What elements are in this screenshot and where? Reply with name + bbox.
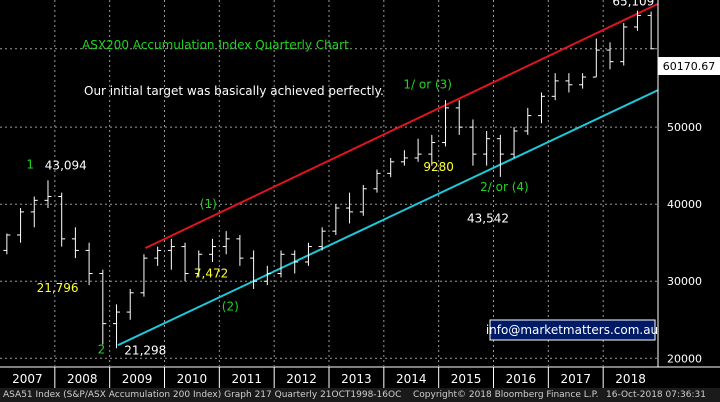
axes: 20000 30000 40000 50000 2007 2008 2009 2010 2011… (0, 0, 720, 388)
ohlc-bar (17, 208, 25, 243)
chart: 65,109 1 43,094 21,796 2 21,298 (1) 7,472 (2) 1/ … (0, 0, 720, 388)
x-tick-label: 2010 (177, 372, 208, 386)
x-tick-label: 2007 (12, 372, 43, 386)
price-bars (3, 10, 655, 349)
annotation-label: (2) (222, 300, 239, 314)
annotation-label: 9280 (423, 160, 454, 174)
ohlc-bar (496, 134, 504, 177)
ohlc-bar (195, 250, 203, 278)
website-box: info@marketmatters.com.au (486, 319, 658, 341)
ohlc-bar (208, 238, 216, 262)
ohlc-bar (332, 204, 340, 236)
x-tick-label: 2015 (451, 372, 482, 386)
footer-timestamp: 16-Oct-2018 07:36:31 (606, 390, 706, 400)
y-tick-label: 30000 (667, 275, 702, 288)
x-tick-label: 2018 (615, 372, 646, 386)
ohlc-bar (359, 184, 367, 216)
annotation-label: (1) (200, 197, 217, 211)
x-tick-label: 2012 (286, 372, 317, 386)
chart-subtitle: Our initial target was basically achieve… (84, 84, 384, 98)
ohlc-bar (537, 92, 545, 124)
ohlc-bar (647, 11, 655, 50)
ohlc-bar (483, 130, 491, 166)
annotation-label: 1/ or (3) (403, 78, 452, 92)
ohlc-bar (606, 42, 614, 70)
ohlc-bar (154, 246, 162, 266)
annotation-label: 21,298 (124, 343, 166, 357)
x-tick-label: 2016 (506, 372, 537, 386)
ohlc-bar (579, 73, 587, 89)
ohlc-bar (510, 127, 518, 158)
ohlc-bar (373, 169, 381, 193)
ohlc-bar (551, 73, 559, 101)
ohlc-bar (250, 250, 258, 289)
ohlc-bar (633, 10, 641, 31)
annotation-label: 43,542 (467, 212, 509, 226)
ohlc-bar (318, 227, 326, 251)
ohlc-bar (304, 242, 312, 266)
ohlc-bar (592, 38, 600, 78)
ohlc-bar (428, 134, 436, 166)
ohlc-bar (222, 231, 230, 255)
ohlc-bar (140, 254, 148, 297)
ohlc-bar (346, 192, 354, 224)
x-tick-label: 2014 (396, 372, 427, 386)
ohlc-bar (3, 233, 11, 255)
ohlc-bar (620, 23, 628, 66)
ohlc-bar (99, 269, 107, 345)
ohlc-bar (524, 107, 532, 135)
footer-source: ASA51 Index (S&P/ASX Accumulation 200 In… (3, 390, 402, 400)
ohlc-bar (236, 235, 244, 266)
ohlc-bar (277, 250, 285, 278)
y-tick-label: 50000 (667, 121, 702, 134)
annotation-label: 2 (98, 343, 106, 357)
ohlc-bar (565, 73, 573, 93)
ohlc-bar (455, 100, 463, 135)
ohlc-bar (85, 242, 93, 286)
ohlc-bar (414, 138, 422, 162)
ohlc-bar (113, 304, 121, 349)
y-tick-label: 40000 (667, 198, 702, 211)
x-tick-label: 2011 (231, 372, 262, 386)
ohlc-bar (58, 192, 66, 247)
grid (0, 0, 658, 366)
annotation-label: 2/ or (4) (480, 180, 529, 194)
ohlc-bar (71, 227, 79, 259)
y-tick-label: 20000 (667, 352, 702, 365)
ohlc-bar (400, 150, 408, 166)
ohlc-bar (387, 157, 395, 178)
lower-channel-line (117, 89, 659, 347)
chart-title: ASX200 Accumulation Index Quarterly Char… (82, 38, 349, 52)
website-text: info@marketmatters.com.au (486, 323, 658, 337)
ohlc-bar (126, 288, 134, 320)
x-tick-label: 2008 (67, 372, 98, 386)
footer-copyright: Copyright© 2018 Bloomberg Finance L.P. (413, 390, 599, 400)
footer-bar: ASA51 Index (S&P/ASX Accumulation 200 In… (0, 388, 720, 402)
ohlc-bar (181, 242, 189, 282)
annotation-label: 43,094 (45, 159, 87, 173)
ohlc-bar (291, 250, 299, 274)
x-tick-label: 2013 (341, 372, 372, 386)
x-tick-label: 2017 (560, 372, 591, 386)
last-price-box: 60170.67 (658, 57, 720, 75)
last-price-label: 60170.67 (663, 60, 716, 73)
annotation-label: 7,472 (194, 266, 228, 280)
ohlc-bar (263, 265, 271, 286)
trend-lines (117, 2, 659, 347)
annotation-label: 65,109 (612, 0, 654, 8)
ohlc-bar (442, 100, 450, 147)
ohlc-bar (44, 180, 52, 209)
ohlc-bar (30, 196, 38, 228)
x-tick-label: 2009 (122, 372, 153, 386)
upper-channel-line (144, 2, 659, 250)
annotation-label: 21,796 (37, 281, 79, 295)
annotation-label: 1 (26, 158, 34, 172)
ohlc-bar (167, 238, 175, 270)
ohlc-bar (469, 119, 477, 166)
annotations: 65,109 1 43,094 21,796 2 21,298 (1) 7,472 (2) 1/ … (26, 0, 654, 357)
